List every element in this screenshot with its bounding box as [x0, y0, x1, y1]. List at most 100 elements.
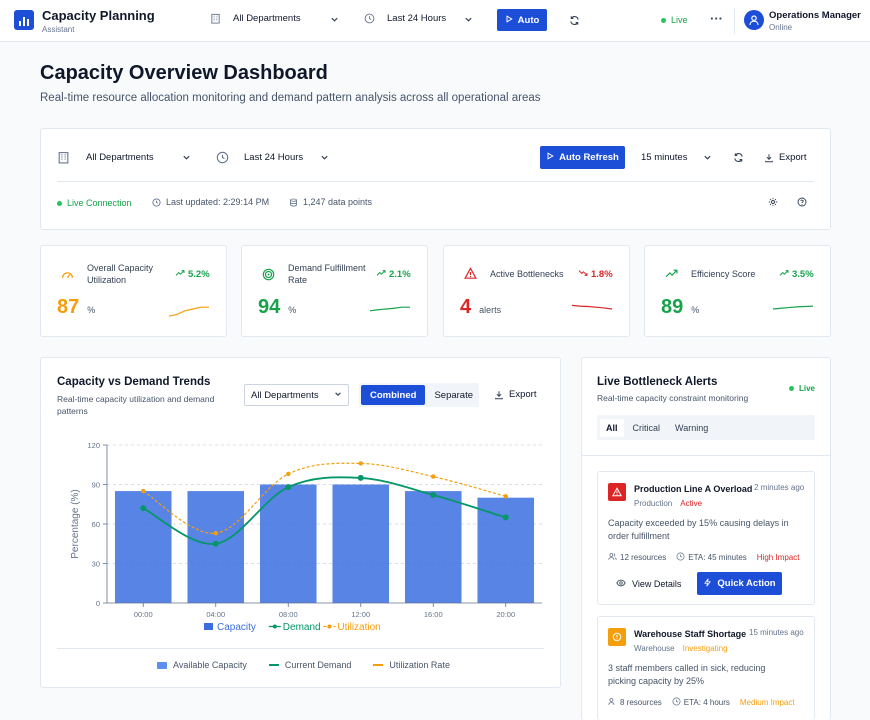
series-line-demand: [142, 476, 507, 545]
controls-time-range-dropdown[interactable]: Last 24 Hours: [216, 151, 303, 164]
series-line-utilization: [142, 462, 506, 534]
interval-value: 15 minutes: [641, 152, 688, 163]
alert-description-line2: picking capacity by 25%: [608, 676, 705, 686]
quick-action-button[interactable]: Quick Action: [697, 572, 782, 595]
metric-trend: 1.8%: [578, 269, 613, 280]
clock-icon: [672, 697, 681, 708]
view-details-button[interactable]: View Details: [616, 578, 681, 590]
x-tick-label: 08:00: [279, 610, 298, 619]
footer-legend-demand: Current Demand: [268, 660, 351, 670]
last-updated-label: Last updated: 2:29:14 PM: [166, 197, 270, 207]
metric-unit: %: [87, 305, 96, 315]
x-tick-label: 20:00: [496, 610, 515, 619]
data-point-utilization: [141, 488, 146, 494]
metric-value: 94: [258, 296, 281, 318]
auto-refresh-label: Auto Refresh: [559, 152, 619, 163]
tab-warning[interactable]: Warning: [675, 422, 709, 433]
alert-description-line1: 3 staff members called in sick, reducing: [608, 663, 766, 673]
live-dot-icon: [57, 200, 62, 206]
chevron-down-icon: [330, 15, 339, 24]
sparkline: [168, 306, 209, 317]
tab-all[interactable]: All: [600, 418, 624, 437]
clock-icon: [152, 197, 161, 207]
help-icon[interactable]: [797, 197, 807, 207]
data-point-demand: [285, 484, 292, 491]
clock-icon: [676, 552, 685, 563]
tab-critical[interactable]: Critical: [632, 422, 661, 433]
view-separate-button[interactable]: Separate: [434, 389, 474, 401]
more-options-icon[interactable]: ···: [710, 11, 723, 26]
alert-meta: Warehouse Investigating: [634, 644, 728, 653]
department-value: All Departments: [233, 13, 301, 24]
metric-label-line1: Active Bottlenecks: [490, 269, 564, 279]
view-combined-button[interactable]: Combined: [361, 385, 426, 405]
users-icon: [608, 697, 617, 708]
metric-value: 4: [460, 296, 472, 318]
data-point-utilization: [213, 531, 218, 536]
live-connection-status: Live Connection: [57, 198, 132, 208]
metric-value-group: 89 %: [661, 296, 699, 319]
alert-eta: ETA: 4 hours: [672, 697, 730, 708]
metric-trend: 5.2%: [175, 269, 210, 280]
refresh-icon[interactable]: [569, 15, 580, 26]
legend-label: Demand: [283, 622, 321, 633]
auto-label: Auto: [517, 14, 540, 26]
auto-refresh-button[interactable]: Auto Refresh: [540, 146, 625, 169]
y-tick-label: 90: [92, 481, 100, 490]
user-name: Operations Manager: [769, 10, 861, 21]
controls-department-value: All Departments: [86, 152, 154, 163]
metric-trend-value: 2.1%: [389, 269, 411, 280]
trends-subtitle-line1: Real-time capacity utilization and deman…: [57, 394, 215, 404]
trend-up-icon: [779, 269, 789, 280]
sparkline: [369, 306, 410, 312]
data-points: 1,247 data points: [289, 197, 372, 207]
data-point-utilization: [503, 494, 508, 499]
bar: [187, 491, 245, 603]
sparkline-line: [168, 306, 209, 317]
auto-button[interactable]: Auto: [497, 9, 547, 31]
metric-trend-value: 3.5%: [792, 269, 814, 280]
metric-trend-value: 5.2%: [188, 269, 210, 280]
metric-value: 89: [661, 296, 684, 318]
time-range-value: Last 24 Hours: [387, 13, 447, 24]
metric-card: Overall Capacity Utilization 5.2% 87 %: [40, 245, 227, 337]
metric-label-line1: Overall Capacity: [87, 263, 154, 273]
alert-card[interactable]: Production Line A Overload 2 minutes ago…: [597, 471, 815, 605]
trends-department-select[interactable]: All Departments: [244, 384, 349, 406]
settings-icon[interactable]: [768, 197, 778, 207]
warning-icon: [464, 267, 477, 280]
trend-chart: 0 30 60 90 120 Percentage (%) 00:00 04:00 08:00 1…: [70, 441, 542, 633]
data-point-demand: [430, 492, 437, 499]
data-point-utilization: [431, 474, 436, 479]
export-label: Export: [779, 152, 807, 163]
alert-description: 3 staff members called in sick, reducing…: [608, 662, 765, 688]
interval-dropdown[interactable]: 15 minutes: [641, 152, 712, 163]
alert-title: Warehouse Staff Shortage: [634, 629, 747, 639]
metric-value: 87: [57, 296, 80, 318]
users-icon: [608, 552, 617, 563]
alert-circle-icon: [608, 628, 626, 646]
app-logo-icon: [14, 10, 34, 30]
time-range-dropdown[interactable]: Last 24 Hours: [364, 13, 446, 24]
trends-export-button[interactable]: Export: [494, 389, 536, 400]
refresh-icon[interactable]: [733, 152, 744, 163]
alert-meta: Production Active: [634, 499, 702, 508]
data-points-label: 1,247 data points: [303, 197, 373, 207]
trends-panel: Capacity vs Demand Trends Real-time capa…: [40, 357, 561, 688]
user-status: Online: [769, 23, 793, 32]
metric-unit: %: [288, 305, 297, 315]
divider: [57, 648, 544, 649]
play-icon: [546, 152, 554, 163]
alert-eta-label: ETA: 4 hours: [683, 698, 730, 707]
sparkline-line: [369, 306, 410, 312]
controls-department-dropdown[interactable]: All Departments: [57, 151, 154, 164]
avatar[interactable]: [744, 10, 764, 30]
export-button[interactable]: Export: [764, 152, 806, 163]
metric-card: Efficiency Score 3.5% 89 %: [644, 245, 831, 337]
alert-impact: High Impact: [756, 553, 800, 562]
department-dropdown[interactable]: All Departments: [210, 13, 301, 24]
trend-up-icon: [175, 269, 185, 280]
alerts-live-indicator: Live: [789, 384, 815, 393]
alert-card[interactable]: Warehouse Staff Shortage 15 minutes ago …: [597, 616, 815, 720]
metric-label: Active Bottlenecks: [490, 268, 564, 280]
